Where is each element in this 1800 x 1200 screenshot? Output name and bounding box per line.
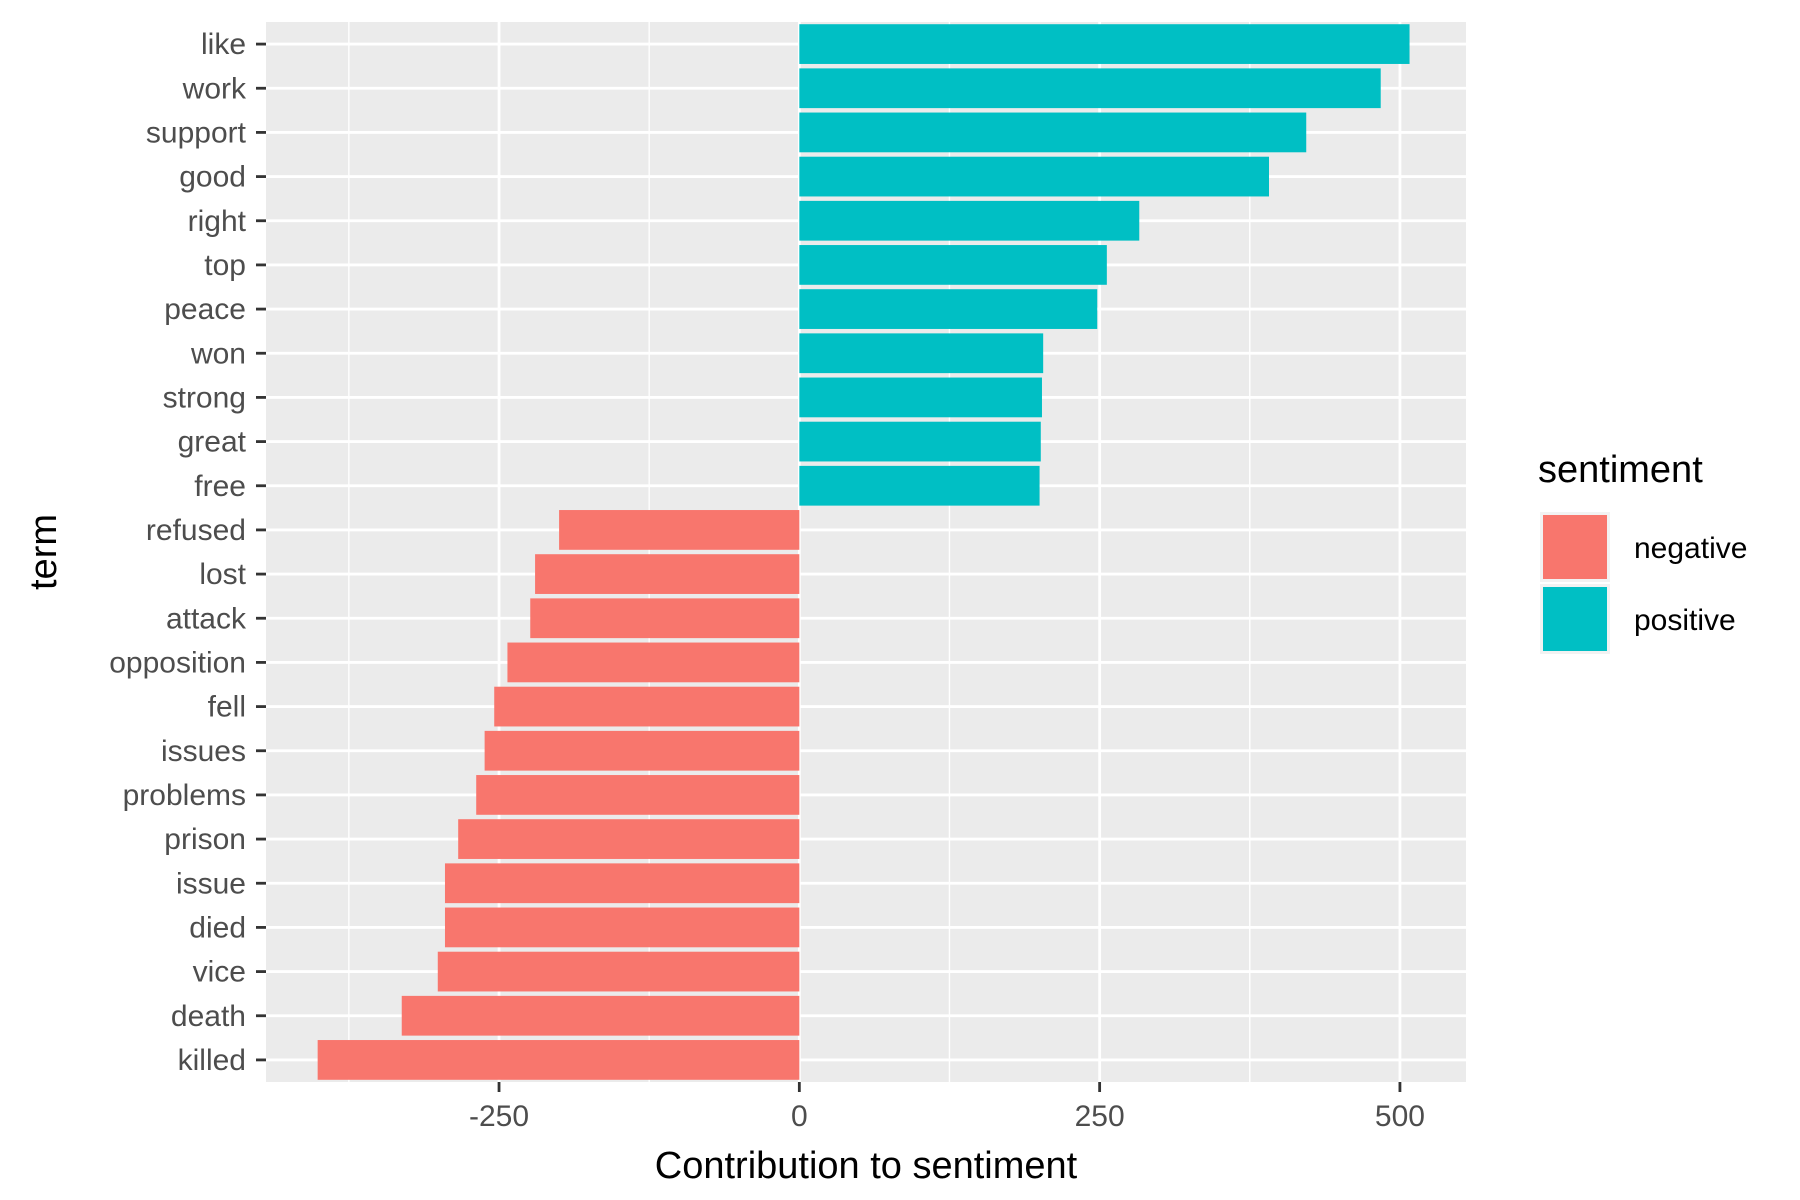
bar-like [799, 24, 1410, 64]
x-axis-title: Contribution to sentiment [655, 1145, 1078, 1187]
y-tick-label: top [204, 249, 246, 282]
bars [317, 24, 1410, 1080]
y-tick-label: problems [123, 779, 246, 812]
y-tick-label: refused [146, 514, 246, 547]
bar-attack [530, 598, 800, 639]
y-tick-label: issue [176, 867, 246, 900]
y-tick-label: killed [178, 1044, 246, 1077]
y-tick-label: good [179, 161, 246, 194]
y-tick-label: great [178, 426, 247, 459]
bar-problems [476, 775, 800, 815]
legend-label-negative: negative [1634, 532, 1747, 565]
y-axis-title: term [23, 514, 65, 590]
x-tick-label: 250 [1075, 1100, 1125, 1133]
bar-prison [458, 819, 800, 859]
bar-killed [317, 1040, 800, 1080]
bar-good [799, 156, 1270, 197]
x-tick-label: -250 [469, 1100, 529, 1133]
y-tick-label: right [188, 205, 247, 238]
y-tick-label: like [201, 28, 246, 61]
x-tick-label: 500 [1375, 1100, 1425, 1133]
bar-lost [535, 554, 800, 594]
y-tick-label: death [171, 1000, 246, 1033]
y-tick-label: peace [164, 293, 246, 326]
bar-issue [444, 863, 800, 904]
legend-label-positive: positive [1634, 604, 1736, 637]
y-tick-label: prison [164, 823, 246, 856]
legend-title: sentiment [1538, 449, 1703, 491]
bar-vice [437, 951, 800, 992]
y-tick-label: died [189, 911, 246, 944]
legend-swatch-negative [1543, 515, 1607, 579]
x-tick-label: 0 [791, 1100, 808, 1133]
y-tick-label: issues [161, 735, 246, 768]
y-tick-label: fell [208, 691, 246, 724]
x-axis: -250 0 250 500 [469, 1082, 1425, 1133]
legend: sentiment negative positive [1538, 449, 1747, 654]
y-tick-label: attack [166, 602, 247, 635]
legend-swatch-positive [1543, 587, 1607, 651]
y-tick-label: work [182, 72, 247, 105]
bar-great [799, 421, 1041, 462]
y-tick-label: opposition [109, 646, 246, 679]
bar-top [799, 245, 1107, 285]
plot-panel [266, 22, 1466, 1082]
y-tick-label: lost [199, 558, 246, 591]
bar-fell [494, 686, 800, 727]
legend-item-positive: positive [1540, 584, 1736, 654]
y-tick-label: strong [163, 381, 246, 414]
y-axis: like work support good right top peace won stron… [109, 28, 266, 1077]
bar-died [444, 907, 800, 948]
bar-work [799, 68, 1381, 109]
bar-right [799, 200, 1140, 241]
y-tick-label: vice [193, 956, 246, 989]
bar-opposition [507, 642, 800, 683]
y-tick-label: support [146, 116, 247, 149]
bar-death [401, 995, 800, 1036]
bar-peace [799, 289, 1098, 329]
y-tick-label: won [190, 337, 246, 370]
bar-issues [484, 730, 800, 771]
bar-strong [799, 377, 1042, 418]
legend-item-negative: negative [1540, 512, 1747, 582]
bar-refused [559, 510, 800, 550]
bar-free [799, 465, 1040, 506]
bar-won [799, 333, 1044, 374]
bar-support [799, 112, 1307, 153]
y-tick-label: free [194, 470, 246, 503]
